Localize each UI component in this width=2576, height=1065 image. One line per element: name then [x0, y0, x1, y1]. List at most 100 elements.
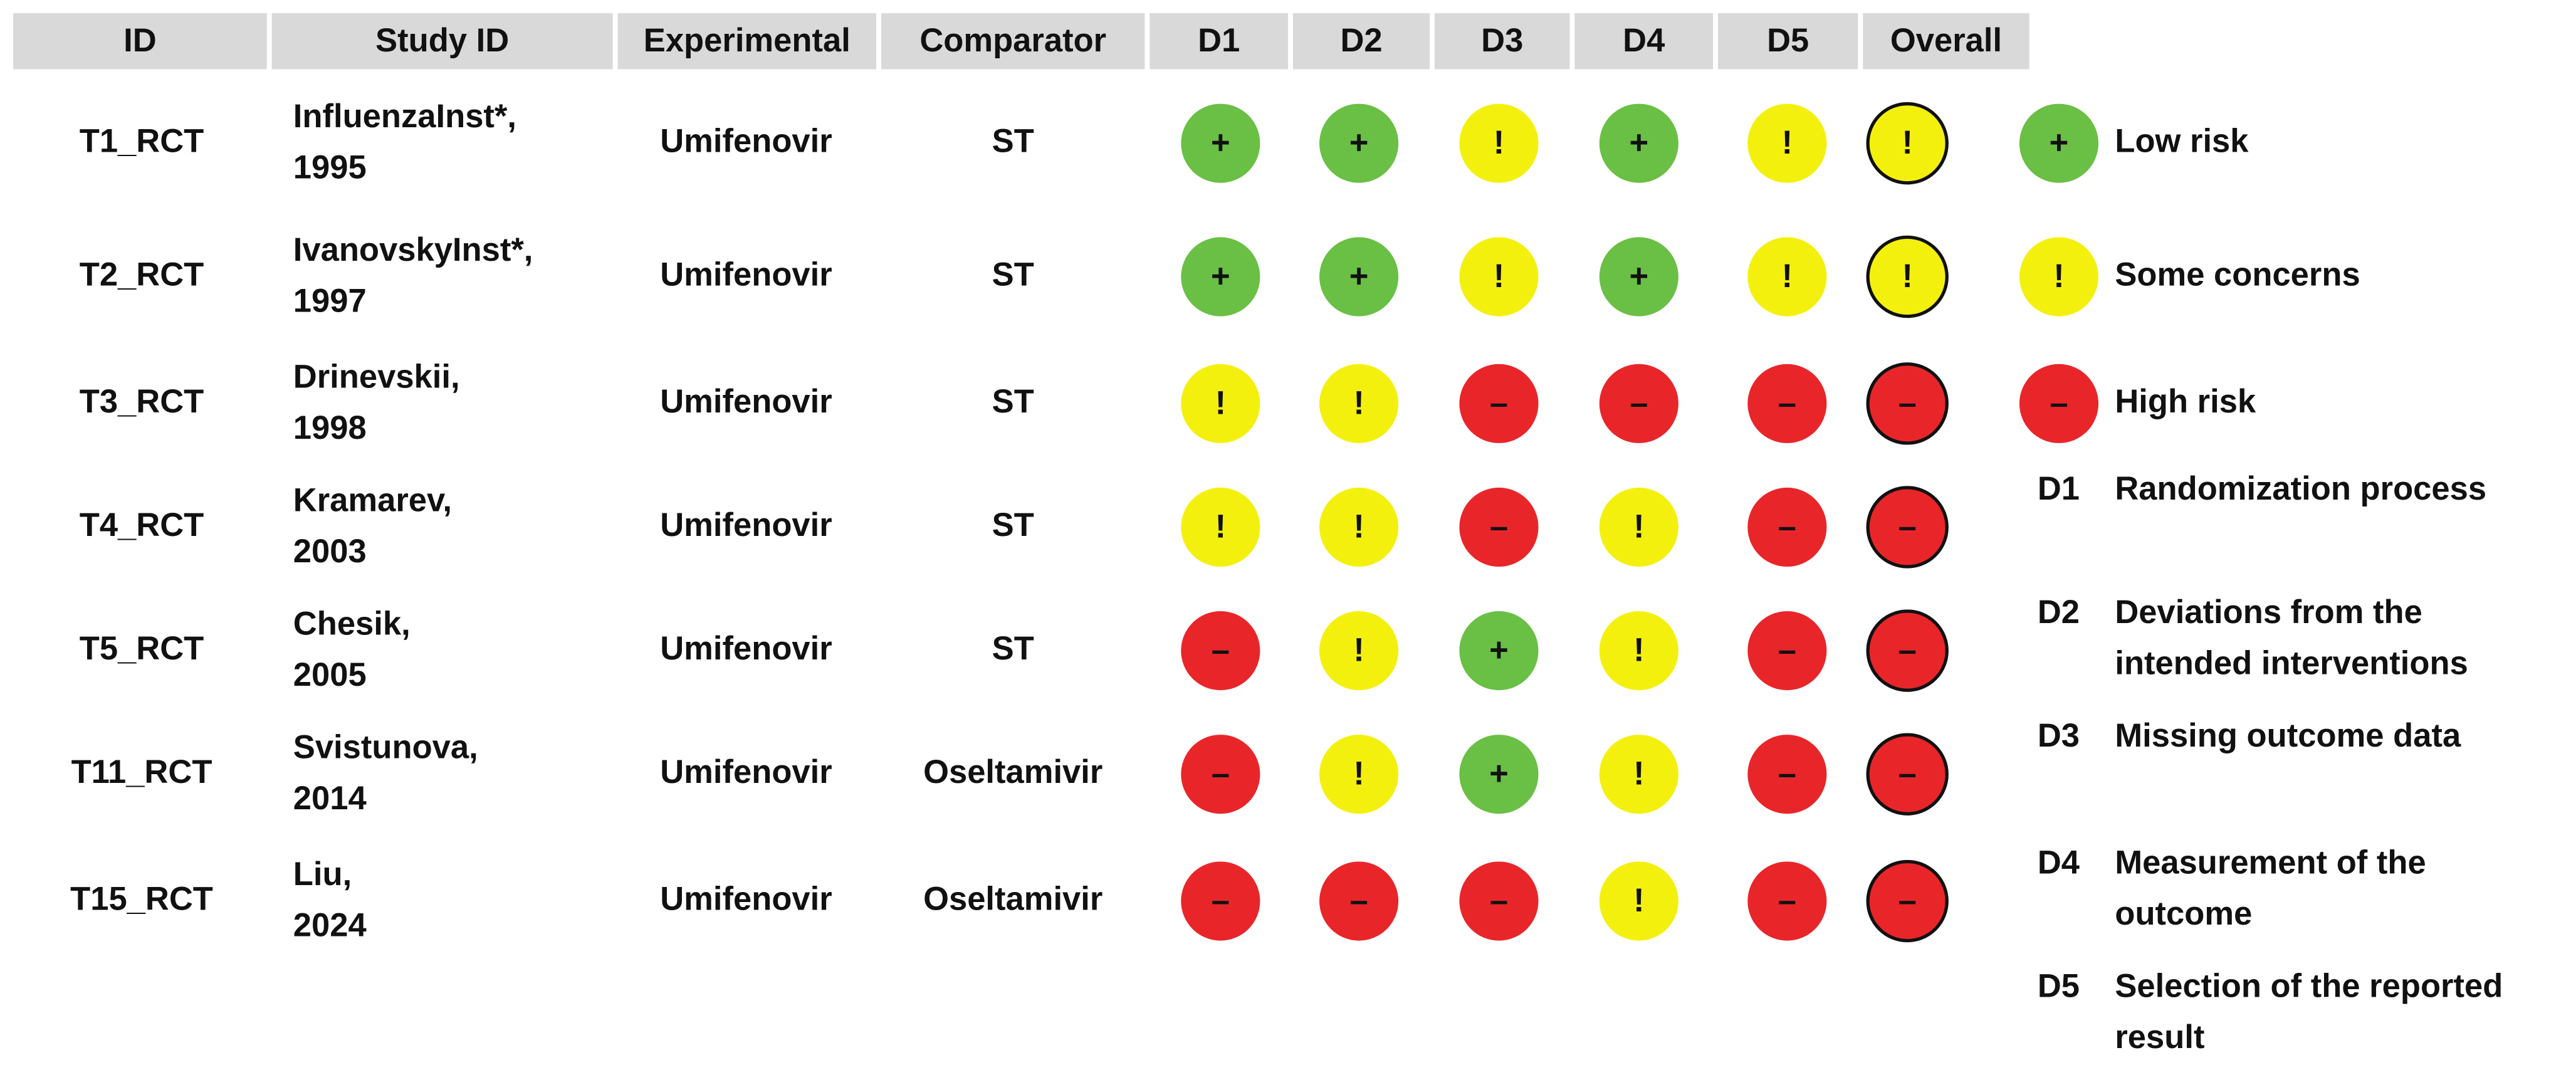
judgment-symbol: !	[1633, 508, 1645, 545]
study-id: 2005	[293, 656, 367, 693]
domain-description: Selection of the reported	[2115, 968, 2503, 1005]
header-label: D3	[1481, 22, 1523, 59]
study-id: 1995	[293, 149, 367, 186]
study-id: Drinevskii,	[293, 358, 460, 395]
judgment-circle	[1747, 103, 1827, 183]
study-id: 1997	[293, 282, 367, 319]
judgment-symbol: –	[1212, 632, 1230, 669]
study-id: Kramarev,	[293, 481, 452, 518]
judgment-circle	[1459, 364, 1539, 443]
overall-circle	[1866, 102, 1949, 185]
judgment-circle	[1181, 735, 1260, 814]
judgment-circle	[1599, 735, 1678, 814]
judgment-symbol: +	[1211, 124, 1230, 161]
legend-label: Low risk	[2115, 123, 2249, 160]
judgment-symbol: +	[1211, 258, 1230, 295]
judgment-symbol: !	[1353, 508, 1364, 545]
experimental: Umifenovir	[660, 880, 832, 917]
comparator: ST	[992, 383, 1034, 420]
judgment-symbol: –	[2050, 384, 2068, 421]
study-id: Liu,	[293, 856, 352, 893]
judgment-circle	[1747, 237, 1827, 317]
header-label: D4	[1623, 22, 1665, 59]
comparator: ST	[992, 123, 1034, 160]
judgment-circle	[1319, 364, 1399, 443]
domain-description: outcome	[2115, 895, 2252, 932]
judgment-circle	[1599, 237, 1678, 317]
header-label: Overall	[1890, 22, 2002, 59]
judgment-symbol: –	[1778, 882, 1796, 919]
judgment-circle	[1599, 487, 1678, 567]
header-cell	[881, 13, 1145, 70]
judgment-circle	[1459, 487, 1539, 567]
legend-label: Some concerns	[2115, 256, 2360, 293]
study-id: 2003	[293, 533, 367, 570]
judgment-circle	[1181, 103, 1260, 183]
judgment-circle	[1319, 861, 1399, 941]
judgment-circle	[1459, 103, 1539, 183]
judgment-circle	[1459, 861, 1539, 941]
domain-code: D1	[2038, 470, 2080, 507]
study-id: Svistunova,	[293, 729, 478, 766]
judgment-symbol: +	[1630, 258, 1649, 295]
judgment-symbol: –	[1898, 755, 1917, 792]
header-label: Experimental	[644, 22, 851, 59]
judgment-circle	[1747, 861, 1827, 941]
judgment-symbol: +	[1349, 124, 1369, 161]
judgment-circle	[1319, 103, 1399, 183]
study-id: 2014	[293, 780, 367, 817]
domain-code: D5	[2038, 968, 2080, 1005]
judgment-symbol: –	[1630, 384, 1648, 421]
judgment-circle	[1459, 237, 1539, 317]
study-id: 1998	[293, 409, 367, 446]
row-id: T5_RCT	[80, 630, 204, 667]
overall-circle	[1866, 486, 1949, 569]
judgment-symbol: +	[1489, 632, 1509, 669]
judgment-symbol: +	[2050, 124, 2069, 161]
row-id: T1_RCT	[80, 123, 204, 160]
judgment-circle	[1181, 237, 1260, 317]
row-id: T11_RCT	[71, 753, 212, 790]
judgment-circle	[1599, 611, 1678, 691]
study-id: Chesik,	[293, 606, 411, 643]
judgment-symbol: !	[1633, 882, 1645, 919]
comparator: Oseltamivir	[923, 753, 1102, 790]
judgment-circle	[1181, 364, 1260, 443]
judgment-symbol: !	[1782, 258, 1793, 295]
judgment-symbol: –	[1778, 755, 1796, 792]
domain-code: D3	[2038, 717, 2080, 754]
legend-circle	[2019, 237, 2099, 317]
domain-description: Missing outcome data	[2115, 717, 2461, 754]
judgment-symbol: +	[1349, 258, 1369, 295]
comparator: Oseltamivir	[923, 880, 1102, 917]
header-cell	[13, 13, 267, 70]
judgment-symbol: !	[1633, 755, 1645, 792]
judgment-symbol: –	[1778, 384, 1796, 421]
judgment-symbol: –	[1212, 755, 1230, 792]
domain-code: D2	[2038, 594, 2080, 631]
judgment-symbol: –	[1349, 882, 1368, 919]
experimental: Umifenovir	[660, 256, 832, 293]
overall-circle	[1866, 609, 1949, 692]
header-cell	[1434, 13, 1570, 70]
judgment-symbol: –	[1898, 508, 1917, 545]
judgment-symbol: !	[1902, 124, 1913, 161]
judgment-circle	[1319, 487, 1399, 567]
judgment-symbol: !	[1353, 632, 1364, 669]
judgment-circle	[1459, 735, 1539, 814]
domain-description: Randomization process	[2115, 470, 2486, 507]
judgment-symbol: –	[1212, 882, 1230, 919]
header-label: ID	[123, 22, 157, 59]
judgment-circle	[1181, 487, 1260, 567]
header-label: Comparator	[919, 22, 1106, 59]
overall-circle	[1866, 362, 1949, 445]
row-id: T15_RCT	[70, 880, 213, 917]
header-cell	[271, 13, 613, 70]
judgment-symbol: +	[1630, 124, 1649, 161]
domain-description: intended interventions	[2115, 645, 2468, 682]
overall-circle	[1866, 235, 1949, 318]
judgment-symbol: –	[1490, 384, 1508, 421]
header-cell	[1863, 13, 2029, 70]
study-id: IvanovskyInst*,	[293, 231, 533, 268]
